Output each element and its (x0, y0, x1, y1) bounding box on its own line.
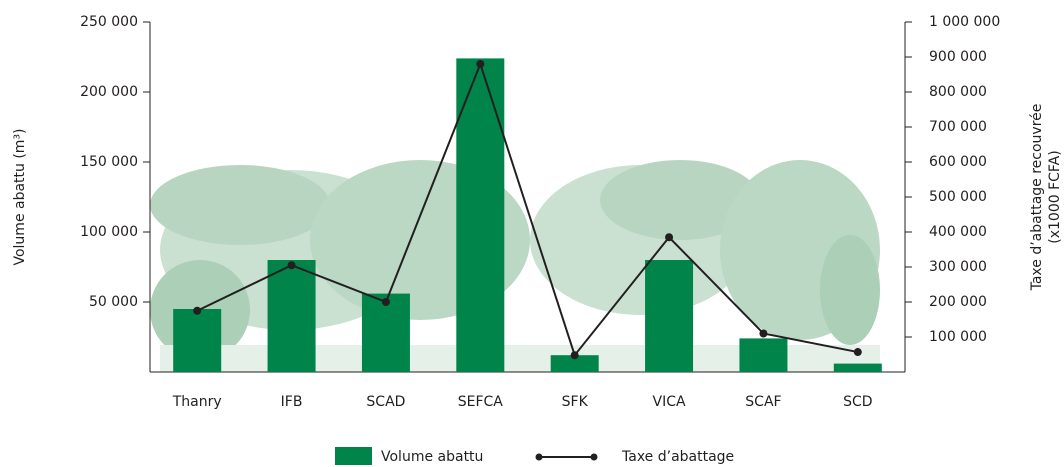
line-marker (287, 261, 296, 270)
y2-tick-label: 900 000 (929, 49, 987, 65)
line (196, 61, 859, 358)
bar (739, 338, 788, 372)
y2-tick-label: 100 000 (929, 329, 987, 345)
y2-tick-label: 800 000 (929, 84, 987, 100)
y2-tick-label: 300 000 (929, 259, 987, 275)
legend-label: Volume abattu (381, 449, 483, 465)
y2-tick-label: 1 000 000 (929, 14, 1000, 30)
x-tick-label: SEFCA (458, 394, 504, 410)
y-tick-label: 200 000 (80, 84, 138, 100)
y-tick-label: 250 000 (80, 14, 138, 30)
line-marker (193, 306, 202, 315)
bar (361, 293, 410, 372)
x-tick-label: SCD (843, 394, 872, 410)
bar (173, 309, 222, 372)
y2-tick-label: 600 000 (929, 154, 987, 170)
x-tick-label: SCAD (366, 394, 405, 410)
y2-tick-label: 500 000 (929, 189, 987, 205)
x-tick-label: VICA (653, 394, 686, 410)
y2-tick-label: 400 000 (929, 224, 987, 240)
line-marker (853, 348, 862, 357)
x-tick-label: SCAF (745, 394, 781, 410)
x-tick-label: IFB (281, 394, 303, 410)
y-tick-label: 100 000 (80, 224, 138, 240)
y-axis-title: Volume abattu (m³) (12, 128, 28, 265)
y2-tick-label: 700 000 (929, 119, 987, 135)
line-marker (381, 298, 390, 306)
line-marker (476, 60, 485, 68)
line-marker (759, 329, 768, 338)
legend-swatch (335, 447, 372, 465)
bar (267, 260, 316, 372)
bar (550, 355, 599, 372)
y-tick-label: 150 000 (80, 154, 138, 170)
y2-tick-label: 200 000 (929, 294, 987, 310)
y2-axis-title: Taxe d’abattage recouvrée (1029, 104, 1045, 292)
y2-axis-title: (x1000 FCFA) (1047, 150, 1063, 243)
legend-label: Taxe d’abattage (621, 449, 734, 465)
line-marker (570, 351, 579, 360)
x-tick-label: SFK (562, 394, 589, 410)
legend-swatch (535, 453, 543, 461)
line-marker (665, 233, 674, 242)
legend-swatch (590, 453, 598, 461)
bar (833, 363, 882, 372)
bar (645, 260, 694, 372)
x-tick-label: Thanry (172, 394, 222, 410)
y-tick-label: 50 000 (89, 294, 138, 310)
